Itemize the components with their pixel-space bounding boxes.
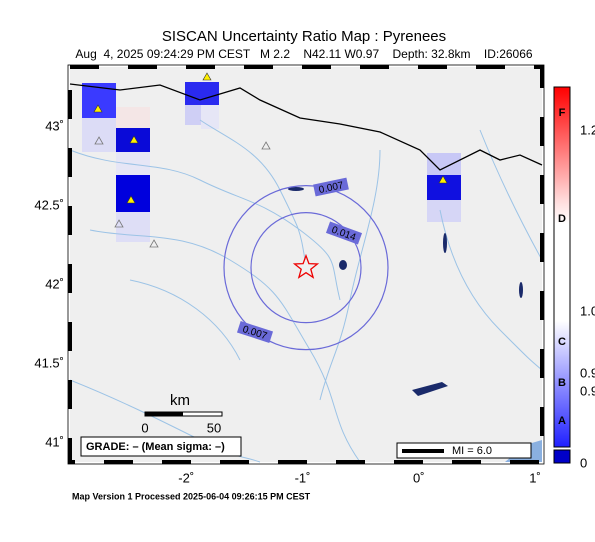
stations <box>93 72 448 204</box>
title: SISCAN Uncertainty Ratio Map : Pyrenees <box>162 28 446 45</box>
tick-label: 0˚ <box>413 470 425 485</box>
tick-label: -1˚ <box>295 470 311 485</box>
grade-letter: C <box>558 336 566 348</box>
scale-unit: km <box>170 392 190 409</box>
tick-label: 42˚ <box>45 276 64 291</box>
colorbar-zero <box>553 449 571 464</box>
tick-label: 41.5˚ <box>34 355 64 370</box>
colorbar-value: 0.9 <box>580 365 595 380</box>
colorbar-value: 1.2 <box>580 122 595 137</box>
map: 0.007 0.014 0.007 km 0 50 GRADE: – (Mean… <box>67 64 545 465</box>
stations-inactive <box>94 136 271 248</box>
axis-labels: -2˚ -1˚ 0˚ 1˚ 43˚ 42.5˚ 42˚ 41.5˚ 41˚ <box>34 118 540 485</box>
grade-letter: D <box>558 213 566 225</box>
scale-bar: km 0 50 <box>141 392 223 435</box>
tick-label: 42.5˚ <box>34 197 64 212</box>
tick-label: -2˚ <box>178 470 194 485</box>
rivers <box>69 119 543 463</box>
contours <box>223 185 389 351</box>
border <box>69 83 543 171</box>
scale-end: 50 <box>207 420 221 435</box>
grade: GRADE: – (Mean sigma: –) <box>86 441 225 453</box>
lakes <box>288 187 523 396</box>
grade-letter: B <box>558 377 566 389</box>
grade-box <box>80 436 242 457</box>
subtitle: Aug 4, 2025 09:24:29 PM CEST M 2.2 N42.1… <box>75 47 532 61</box>
frame-outline <box>67 64 545 465</box>
epicenter <box>292 253 320 279</box>
scale-start: 0 <box>141 420 148 435</box>
colorbar-value: 0 <box>580 455 587 470</box>
tick-label: 43˚ <box>45 118 64 133</box>
frame <box>68 65 544 464</box>
footer: Map Version 1 Processed 2025-06-04 09:26… <box>72 491 311 501</box>
tick-label: 41˚ <box>45 434 64 449</box>
grade-letter: F <box>559 107 566 119</box>
colorbar-scale <box>553 86 571 448</box>
contour-label: 0.007 <box>318 180 345 196</box>
colorbar-value: 0.9 <box>580 383 595 398</box>
colorbar-value: 1.0 <box>580 303 595 318</box>
legend-box <box>396 442 532 459</box>
grade-letter: A <box>558 415 566 427</box>
tick-label: 1˚ <box>529 470 541 485</box>
legend: MI = 6.0 <box>452 445 492 457</box>
colorbar: F D C B A 1.2 1.0 0.9 0.9 0 <box>553 86 595 470</box>
